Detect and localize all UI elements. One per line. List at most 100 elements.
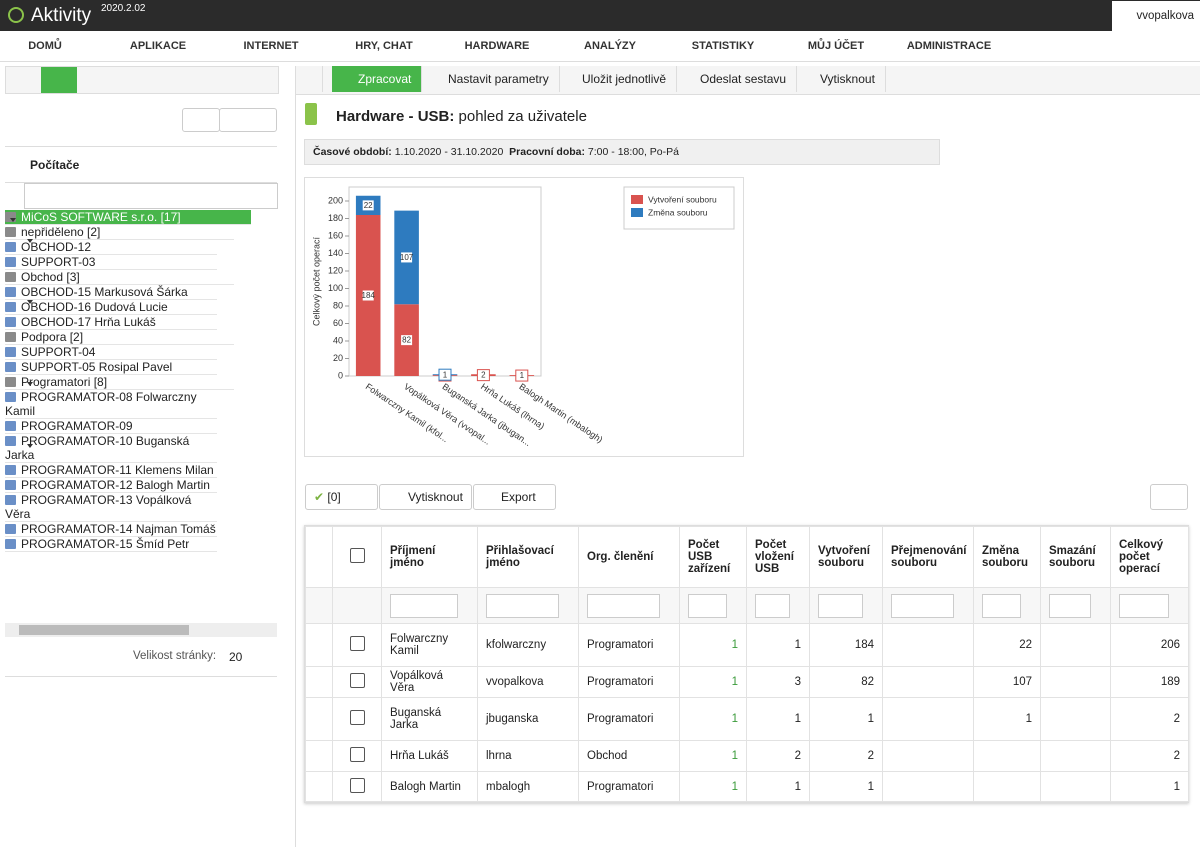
tree-node[interactable]: Obchod [3] <box>5 270 234 285</box>
export-btn[interactable]: Export <box>473 484 556 510</box>
data-label-box <box>515 369 529 382</box>
tree-node[interactable]: OBCHOD-16 Dudová Lucie <box>5 300 217 315</box>
tree-node[interactable]: Podpora [2] <box>5 330 234 345</box>
filter-input[interactable] <box>486 593 559 618</box>
tree-node[interactable]: PROGRAMATOR-15 Šmíd Petr <box>5 537 217 552</box>
collapse-btn[interactable] <box>296 66 323 92</box>
node-label: PROGRAMATOR-08 Folwarczny Kamil <box>5 390 197 418</box>
checkbox[interactable] <box>349 710 365 725</box>
tree-node[interactable]: SUPPORT-05 Rosipal Pavel <box>5 360 217 375</box>
column-header[interactable]: Počet USB zařízení <box>679 526 747 588</box>
tree-node[interactable]: OBCHOD-12 <box>5 240 217 255</box>
filter-input[interactable] <box>982 593 1021 618</box>
node-label: PROGRAMATOR-14 Najman Tomáš <box>21 522 216 536</box>
menu-item[interactable]: HRY, CHAT <box>355 40 413 52</box>
tree-options[interactable] <box>219 108 277 132</box>
tree-node[interactable]: OBCHOD-17 Hrňa Lukáš <box>5 315 217 330</box>
expand-toggle[interactable] <box>10 218 16 225</box>
filter-input[interactable] <box>755 593 790 618</box>
filter-input[interactable] <box>1119 593 1169 618</box>
report-title: Hardware - USB: pohled za uživatele <box>336 108 587 125</box>
menu-item[interactable]: HARDWARE <box>464 40 530 52</box>
expand-toggle[interactable] <box>27 300 33 307</box>
tree-node[interactable]: SUPPORT-03 <box>5 255 217 270</box>
tree-node[interactable]: PROGRAMATOR-09 <box>5 419 217 434</box>
filter-input[interactable] <box>818 593 863 618</box>
grid-clear-filter[interactable] <box>1150 484 1188 510</box>
filter-input[interactable] <box>688 593 727 618</box>
print-btn[interactable]: Vytisknout <box>379 484 472 510</box>
menu-item[interactable]: APLIKACE <box>129 40 187 52</box>
cell <box>882 623 974 667</box>
menu-item[interactable]: DOMŮ <box>28 40 62 52</box>
checkbox[interactable] <box>349 673 365 688</box>
expand-row[interactable] <box>305 666 333 698</box>
cell: Balogh Martin <box>381 771 478 802</box>
column-header[interactable]: Vytvoření souboru <box>809 526 883 588</box>
filter-input[interactable] <box>1049 593 1091 618</box>
toolbar-button[interactable]: Uložit jednotlivě <box>556 66 678 92</box>
filter-cell <box>578 587 680 624</box>
menu-item[interactable]: STATISTIKY <box>691 40 755 52</box>
tree-node[interactable]: PROGRAMATOR-08 Folwarczny Kamil <box>5 390 217 419</box>
toolbar-button[interactable]: Zpracovat <box>332 66 423 92</box>
tree-node[interactable]: PROGRAMATOR-14 Najman Tomáš <box>5 522 217 537</box>
plot-area <box>348 186 542 377</box>
column-header[interactable]: Příjmení jméno <box>381 526 478 588</box>
expand-toggle[interactable] <box>27 444 33 451</box>
column-header[interactable]: Změna souboru <box>973 526 1041 588</box>
filter-row <box>305 587 1189 624</box>
data-label-box <box>476 369 490 382</box>
checkbox[interactable] <box>349 747 365 762</box>
column-header[interactable]: Smazání souboru <box>1040 526 1111 588</box>
tree-node[interactable]: PROGRAMATOR-10 Buganská Jarka <box>5 434 217 463</box>
clear-filter[interactable] <box>182 108 220 132</box>
logo <box>8 7 24 23</box>
expand-toggle[interactable] <box>27 238 33 246</box>
column-header[interactable]: Přihlašovací jméno <box>477 526 579 588</box>
tree-node[interactable]: SUPPORT-04 <box>5 345 217 360</box>
tab-computers[interactable] <box>41 67 77 93</box>
tree-node[interactable]: PROGRAMATOR-11 Klemens Milan <box>5 463 217 478</box>
expand-toggle[interactable] <box>27 382 33 389</box>
expand-row[interactable] <box>305 771 333 802</box>
h-scroll[interactable] <box>5 623 277 637</box>
tree-root[interactable]: MiCoS SOFTWARE s.r.o. [17] <box>5 210 251 225</box>
checkbox[interactable] <box>349 777 365 793</box>
page-size[interactable]: 20 <box>229 650 243 664</box>
filter-input[interactable] <box>390 593 458 618</box>
user-menu[interactable]: vvopalkova <box>1112 1 1200 31</box>
filter-input[interactable] <box>587 593 660 618</box>
tree-filter[interactable] <box>24 183 278 209</box>
toolbar-button[interactable]: Vytisknout <box>794 66 886 92</box>
tree-node[interactable]: Programatori [8] <box>5 375 234 390</box>
menu-item[interactable]: INTERNET <box>243 40 299 52</box>
column-header[interactable]: Přejmenování souboru <box>882 526 974 588</box>
node-icon <box>5 302 16 312</box>
toolbar-button[interactable]: Nastavit parametry <box>422 66 560 92</box>
menu-item[interactable]: MŮJ ÚČET <box>807 40 865 52</box>
column-header[interactable]: Celkový počet operací <box>1110 526 1189 588</box>
expand-row[interactable] <box>305 740 333 772</box>
toolbar-button[interactable]: Odeslat sestavu <box>674 66 798 92</box>
y-axis-title: Celkový počet operací <box>311 236 321 326</box>
cell: 1 <box>809 771 883 802</box>
expand-row[interactable] <box>305 623 333 667</box>
cell: 1 <box>809 697 883 741</box>
tree-node[interactable]: OBCHOD-15 Markusová Šárka <box>5 285 217 300</box>
column-header[interactable]: Org. členění <box>578 526 680 588</box>
expand-row[interactable] <box>305 697 333 741</box>
tab-users[interactable] <box>6 67 40 93</box>
checkbox[interactable] <box>349 636 365 651</box>
tree-node[interactable]: PROGRAMATOR-12 Balogh Martin <box>5 478 217 493</box>
cell <box>1040 666 1111 698</box>
select-btn[interactable]: ✔ [0] <box>305 484 378 510</box>
column-header[interactable]: Počet vložení USB <box>746 526 810 588</box>
tree-node[interactable]: nepřiděleno [2] <box>5 225 234 240</box>
tree-node[interactable]: PROGRAMATOR-13 Vopálková Věra <box>5 493 217 522</box>
checkbox[interactable] <box>349 548 365 563</box>
filter-input[interactable] <box>891 593 954 618</box>
cell: Folwarczny Kamil <box>381 623 478 667</box>
menu-item[interactable]: ANALÝZY <box>584 40 636 52</box>
menu-item[interactable]: ADMINISTRACE <box>906 40 992 52</box>
